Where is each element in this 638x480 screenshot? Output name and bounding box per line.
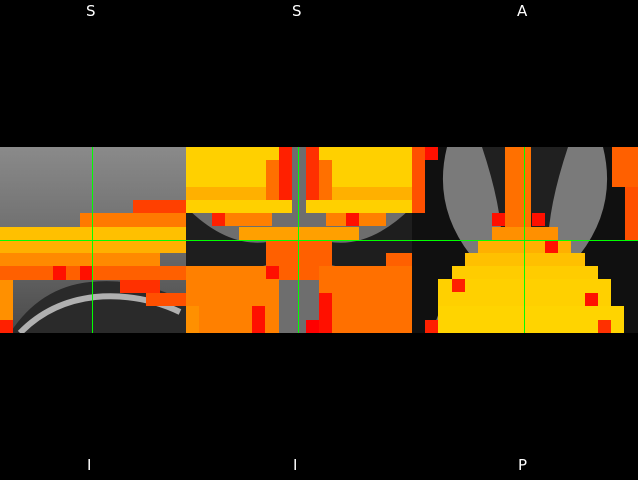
view3-bottom-label: P — [518, 456, 528, 474]
view1-bottom-label: I — [87, 456, 92, 474]
sagittal-view[interactable] — [0, 147, 186, 333]
mri-dark-fold — [10, 281, 186, 333]
axial-view[interactable] — [412, 147, 638, 333]
view2-top-label: S — [292, 2, 302, 20]
activation-overlay — [186, 147, 412, 333]
coronal-view[interactable] — [186, 147, 412, 333]
view2-bottom-label: I — [293, 456, 298, 474]
view3-top-label: A — [517, 2, 528, 20]
view1-top-label: S — [86, 2, 96, 20]
